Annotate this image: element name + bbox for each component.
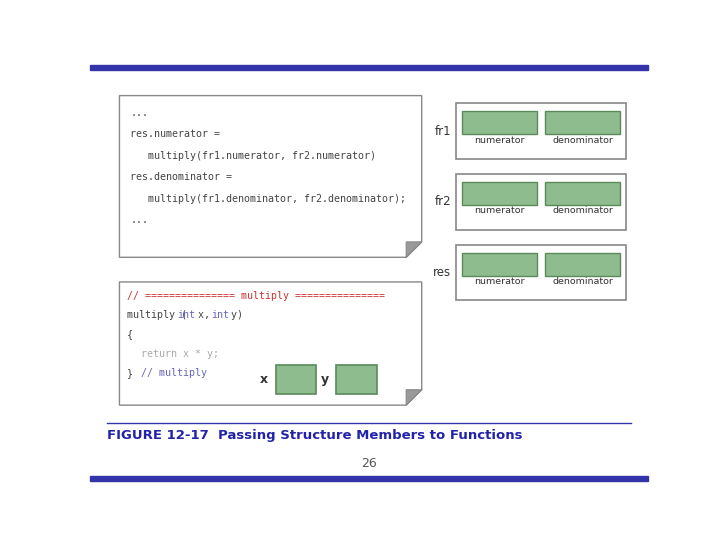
Text: denominator: denominator bbox=[552, 136, 613, 145]
Text: ...: ... bbox=[130, 107, 148, 118]
Text: x: x bbox=[260, 373, 269, 386]
Text: numerator: numerator bbox=[474, 136, 525, 145]
Bar bbox=[462, 253, 537, 276]
Text: multiply (: multiply ( bbox=[127, 310, 187, 320]
Text: multiply(fr1.numerator, fr2.numerator): multiply(fr1.numerator, fr2.numerator) bbox=[130, 151, 377, 161]
Text: x,: x, bbox=[192, 310, 215, 320]
Bar bbox=[456, 103, 626, 159]
Bar bbox=[462, 182, 537, 205]
Text: multiply(fr1.denominator, fr2.denominator);: multiply(fr1.denominator, fr2.denominato… bbox=[130, 194, 406, 204]
Text: int: int bbox=[178, 310, 196, 320]
Text: denominator: denominator bbox=[552, 206, 613, 215]
Text: res.denominator =: res.denominator = bbox=[130, 172, 233, 182]
Polygon shape bbox=[120, 96, 422, 257]
Text: // =============== multiply ===============: // =============== multiply ============… bbox=[127, 291, 385, 301]
Bar bbox=[456, 245, 626, 300]
Bar bbox=[545, 111, 620, 134]
Bar bbox=[545, 253, 620, 276]
Text: }: } bbox=[127, 368, 145, 378]
Polygon shape bbox=[120, 282, 422, 405]
Text: denominator: denominator bbox=[552, 278, 613, 286]
Text: y: y bbox=[320, 373, 329, 386]
Text: int: int bbox=[211, 310, 229, 320]
Text: fr2: fr2 bbox=[435, 195, 451, 208]
Text: numerator: numerator bbox=[474, 206, 525, 215]
Text: y): y) bbox=[225, 310, 243, 320]
Text: res.numerator =: res.numerator = bbox=[130, 129, 220, 139]
Bar bbox=[90, 65, 648, 70]
Bar bbox=[545, 182, 620, 205]
Text: {: { bbox=[127, 329, 133, 339]
Bar bbox=[276, 365, 316, 394]
Text: numerator: numerator bbox=[474, 278, 525, 286]
Bar bbox=[90, 476, 648, 481]
Bar bbox=[336, 365, 377, 394]
Text: fr1: fr1 bbox=[435, 125, 451, 138]
Bar bbox=[456, 174, 626, 230]
Text: return x * y;: return x * y; bbox=[141, 348, 219, 359]
Text: res: res bbox=[433, 266, 451, 279]
Text: FIGURE 12-17  Passing Structure Members to Functions: FIGURE 12-17 Passing Structure Members t… bbox=[107, 429, 523, 442]
Polygon shape bbox=[406, 242, 422, 257]
Bar bbox=[462, 111, 537, 134]
Text: ...: ... bbox=[130, 215, 148, 225]
Text: 26: 26 bbox=[361, 457, 377, 470]
Text: // multiply: // multiply bbox=[141, 368, 207, 378]
Polygon shape bbox=[406, 390, 422, 405]
